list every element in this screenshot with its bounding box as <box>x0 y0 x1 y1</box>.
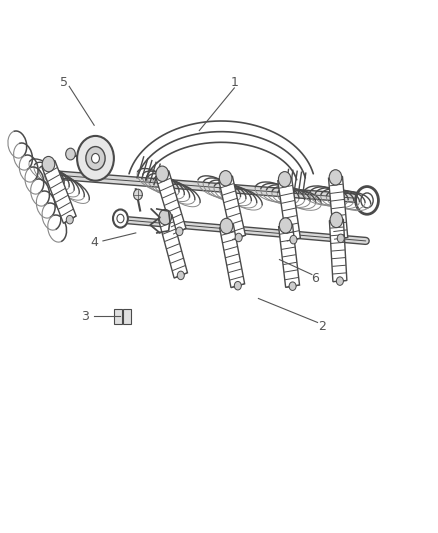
Circle shape <box>219 171 232 186</box>
Circle shape <box>220 219 233 233</box>
Circle shape <box>235 233 242 242</box>
Circle shape <box>156 166 169 181</box>
Circle shape <box>337 234 344 243</box>
Polygon shape <box>328 176 348 239</box>
Circle shape <box>356 187 378 214</box>
Text: 6: 6 <box>311 272 319 285</box>
Circle shape <box>336 277 343 285</box>
Circle shape <box>117 214 124 223</box>
Text: 1: 1 <box>230 76 238 89</box>
Polygon shape <box>155 171 186 235</box>
Text: 3: 3 <box>81 310 89 322</box>
Polygon shape <box>42 160 76 223</box>
Circle shape <box>159 209 172 225</box>
Circle shape <box>86 147 105 170</box>
Polygon shape <box>159 214 187 278</box>
Circle shape <box>176 227 183 236</box>
Circle shape <box>279 218 292 233</box>
Circle shape <box>42 156 55 172</box>
FancyBboxPatch shape <box>114 309 122 324</box>
Circle shape <box>289 282 296 290</box>
Circle shape <box>330 212 343 228</box>
Circle shape <box>329 169 342 185</box>
Circle shape <box>279 172 291 187</box>
Text: 5: 5 <box>60 76 67 89</box>
Circle shape <box>234 281 241 290</box>
FancyBboxPatch shape <box>123 309 131 324</box>
Circle shape <box>66 215 73 224</box>
Polygon shape <box>219 224 245 288</box>
Polygon shape <box>329 220 347 281</box>
Text: 2: 2 <box>318 320 326 333</box>
Circle shape <box>134 189 142 200</box>
Circle shape <box>361 193 373 208</box>
Text: 4: 4 <box>90 236 98 249</box>
Circle shape <box>177 271 184 280</box>
Circle shape <box>47 168 58 181</box>
Circle shape <box>113 209 128 228</box>
Circle shape <box>92 154 99 163</box>
Circle shape <box>77 136 114 181</box>
Polygon shape <box>279 224 300 287</box>
Circle shape <box>66 148 75 160</box>
Circle shape <box>290 236 297 244</box>
Polygon shape <box>278 178 300 241</box>
Polygon shape <box>219 176 245 240</box>
